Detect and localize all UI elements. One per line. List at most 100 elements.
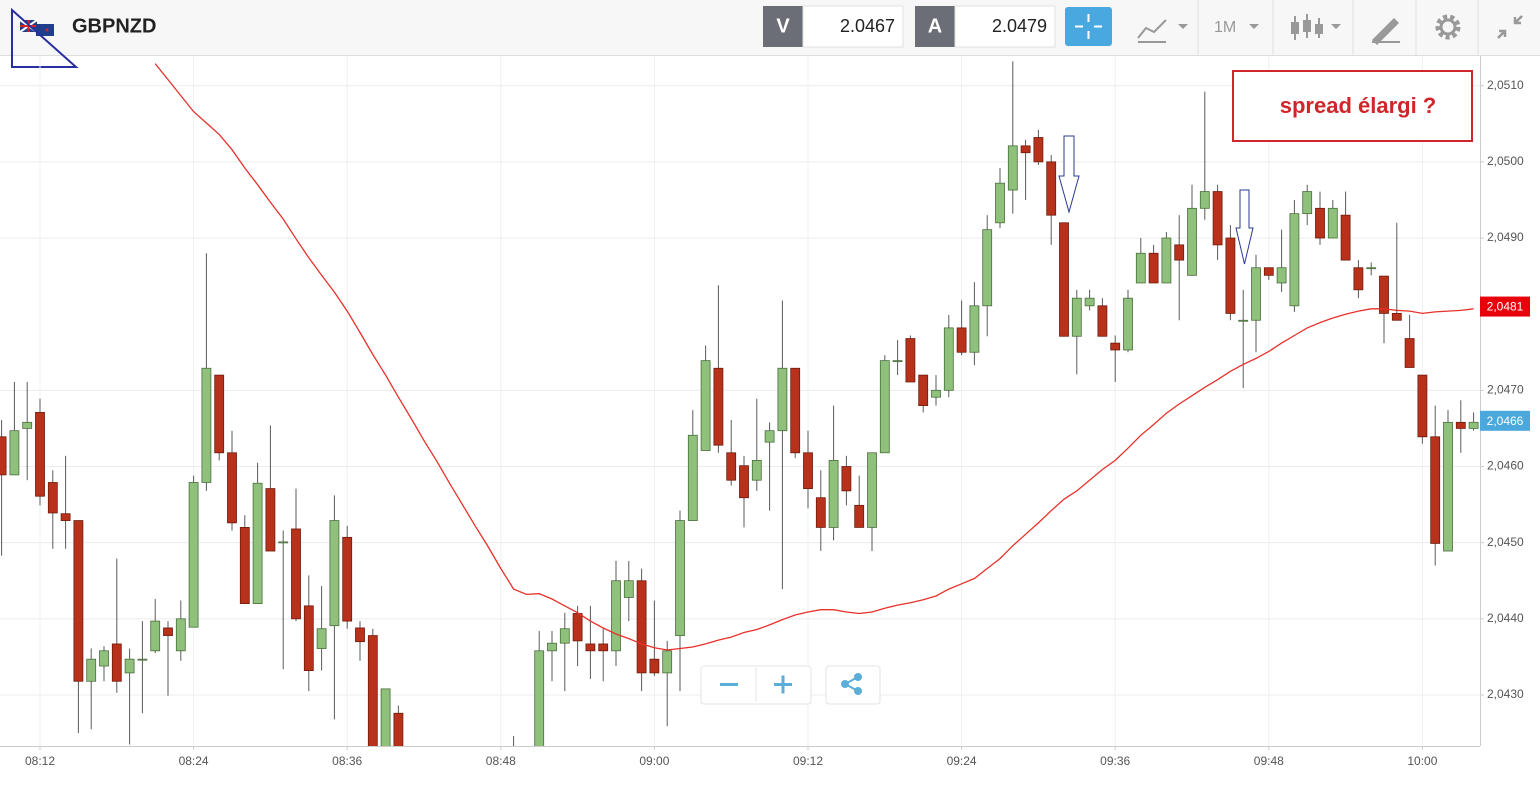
drawing-triangle — [11, 7, 79, 68]
candle-body — [1327, 207, 1338, 239]
candle-body — [623, 580, 634, 598]
x-tick-label: 08:12 — [25, 754, 55, 768]
candle-body — [73, 520, 84, 682]
candle-body — [636, 580, 647, 674]
zoom-in-button[interactable] — [774, 675, 792, 694]
candle-body — [649, 658, 660, 674]
candle-body — [1353, 267, 1364, 291]
crosshair-button[interactable] — [1065, 7, 1112, 46]
bid-label: V — [776, 15, 790, 37]
ask-label: A — [928, 15, 942, 37]
candle-body — [534, 650, 545, 746]
candle-body — [969, 305, 980, 353]
ask-label-box — [915, 6, 955, 47]
candle-body — [956, 327, 967, 353]
candle-body — [854, 504, 865, 528]
candle-body — [675, 520, 685, 636]
candle-body — [598, 643, 609, 652]
candle-body — [1263, 267, 1274, 276]
candle-body — [355, 627, 365, 643]
candle-body — [662, 650, 673, 674]
settings-button[interactable] — [1435, 14, 1461, 40]
candle-body — [687, 434, 698, 521]
candle-body — [918, 374, 929, 406]
candle-body — [303, 605, 314, 672]
candle-body — [1225, 237, 1236, 314]
candle-body — [278, 541, 289, 544]
candle-body — [9, 430, 20, 476]
candle-body — [1033, 137, 1044, 163]
ask-box[interactable] — [954, 5, 1056, 48]
candle-body — [1007, 145, 1018, 191]
candle-body — [700, 360, 711, 451]
bid-box[interactable] — [802, 5, 904, 48]
bid-label-box — [763, 6, 803, 47]
x-tick-label: 08:24 — [179, 754, 209, 768]
candle-body — [291, 528, 301, 620]
candle-body — [163, 627, 173, 636]
y-tick-label: 2,0500 — [1487, 154, 1524, 168]
candle-body — [329, 520, 340, 627]
candle-body — [1468, 421, 1479, 429]
candle-body — [227, 452, 237, 524]
candle-body — [1135, 252, 1146, 284]
candle-body — [1315, 207, 1325, 239]
candle-body — [1455, 421, 1466, 429]
candle-body — [47, 482, 58, 514]
candle-body — [1379, 275, 1389, 314]
candle-body — [1212, 191, 1223, 246]
candle-body — [559, 628, 570, 644]
candle-body — [188, 482, 199, 628]
candle-body — [1366, 267, 1377, 270]
x-tick-label: 09:24 — [947, 754, 977, 768]
candle-body — [1110, 342, 1121, 351]
arrow-annotation — [1235, 189, 1254, 265]
x-tick-label: 08:48 — [486, 754, 516, 768]
candle-body — [265, 488, 276, 552]
candle-body — [22, 421, 33, 429]
candle-body — [1123, 297, 1133, 351]
share-button[interactable] — [825, 665, 881, 705]
candle-body — [86, 658, 97, 682]
candle-body — [1187, 207, 1197, 276]
candle-body — [239, 527, 250, 604]
candle-body — [1417, 374, 1428, 438]
candle-body — [1071, 297, 1082, 337]
candle-body — [214, 374, 225, 454]
y-tick-label: 2,0430 — [1487, 687, 1524, 701]
candle-body — [611, 580, 621, 652]
candle-body — [995, 182, 1005, 224]
candle-body — [879, 360, 890, 454]
collapse-button[interactable] — [1497, 15, 1523, 39]
price-tag — [1480, 410, 1530, 431]
bid-price: 2.0467 — [840, 16, 895, 36]
candle-body — [0, 436, 7, 476]
y-tick-label: 2,0470 — [1487, 383, 1524, 397]
candle-body — [60, 513, 71, 521]
candle-body — [316, 628, 327, 649]
candle-body — [1289, 213, 1300, 307]
x-tick-label: 08:36 — [332, 754, 362, 768]
candle-body — [99, 650, 109, 667]
chart-type-button[interactable] — [1137, 19, 1188, 43]
y-tick-label: 2,0440 — [1487, 611, 1524, 625]
candle-body — [124, 658, 135, 674]
candle-body — [201, 367, 212, 483]
drawing-tool-button[interactable] — [1372, 18, 1400, 45]
candle-body — [367, 635, 378, 746]
candle-body — [828, 460, 839, 528]
candle-body — [1404, 338, 1415, 368]
candle-body — [841, 466, 852, 492]
candle-body — [892, 360, 903, 363]
candle-body — [1391, 313, 1402, 321]
candle-body — [1097, 305, 1108, 337]
timeframe[interactable]: 1M — [1214, 19, 1236, 36]
candle-body — [1251, 267, 1261, 321]
x-tick-label: 10:00 — [1407, 754, 1437, 768]
candle-body — [1199, 191, 1210, 209]
x-tick-label: 09:48 — [1254, 754, 1284, 768]
candle-body — [252, 482, 263, 604]
candle-style-button[interactable] — [1291, 14, 1341, 40]
candle-body — [1238, 319, 1249, 322]
